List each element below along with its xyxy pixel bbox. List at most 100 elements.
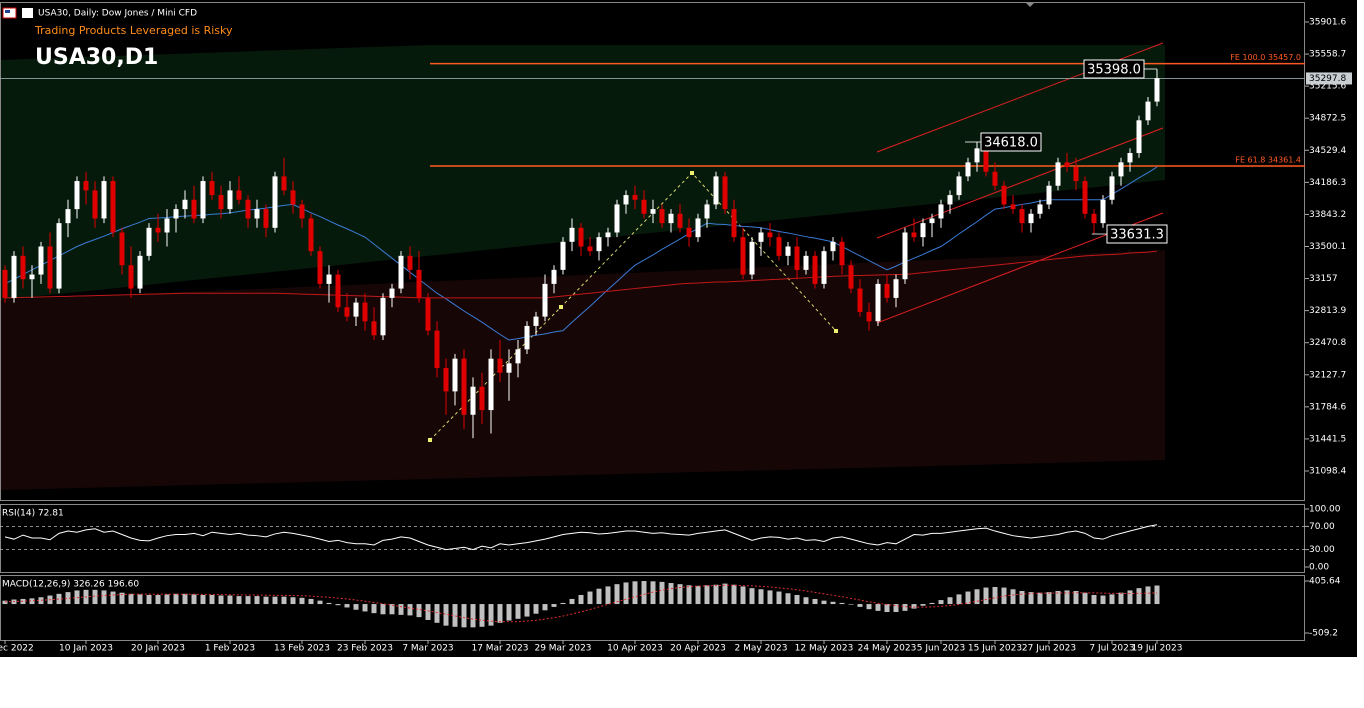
macd-bar xyxy=(857,604,863,607)
x-tick-label: 29 Mar 2023 xyxy=(534,644,591,654)
macd-bar xyxy=(803,597,809,605)
macd-bar xyxy=(713,584,719,605)
macd-bar xyxy=(497,604,503,623)
candle-body xyxy=(740,237,746,275)
candle-body xyxy=(1100,199,1106,224)
macd-bar xyxy=(218,595,224,605)
macd-bar xyxy=(992,587,998,605)
macd-bar xyxy=(830,601,836,605)
candle-body xyxy=(767,232,773,238)
candle-body xyxy=(227,190,233,210)
candle-body xyxy=(938,204,944,219)
candle-body xyxy=(101,181,107,219)
candle-body xyxy=(1001,185,1007,205)
macd-bar xyxy=(398,604,404,615)
macd-bar xyxy=(902,604,908,611)
current-price-label: 35297.8 xyxy=(1309,74,1346,84)
candle-body xyxy=(326,274,332,284)
risk-warning: Trading Products Leveraged is Risky xyxy=(34,24,233,37)
candle-body xyxy=(236,190,242,200)
candle-body xyxy=(497,358,503,373)
macd-bar xyxy=(686,585,692,605)
candle-body xyxy=(632,195,638,200)
macd-bar xyxy=(632,581,638,605)
x-tick-label: 20 Apr 2023 xyxy=(670,644,726,654)
candle-body xyxy=(92,190,98,219)
macd-bar xyxy=(911,604,917,609)
candle-body xyxy=(731,209,737,238)
candle-body xyxy=(596,237,602,252)
candle-body xyxy=(1055,162,1061,186)
macd-bar xyxy=(92,589,98,605)
candle-body xyxy=(434,330,440,369)
macd-bar xyxy=(893,604,899,613)
rsi-frame xyxy=(0,504,1305,573)
macd-bar xyxy=(974,589,980,605)
fibo-zigzag xyxy=(429,172,837,441)
candle-body xyxy=(263,209,269,228)
chart-title: USA30,D1 xyxy=(35,45,158,70)
macd-bar xyxy=(659,581,665,605)
rsi-title: RSI(14) 72.81 xyxy=(2,509,64,519)
macd-bar xyxy=(110,591,116,605)
macd-bar xyxy=(785,593,791,605)
macd-bar xyxy=(1118,592,1124,605)
symbol-info: USA30, Daily: Dow Jones / Mini CFD xyxy=(38,9,197,19)
y-tick-label: 33157 xyxy=(1309,274,1338,284)
candle-body xyxy=(1037,204,1043,214)
x-tick-label: 20 Jan 2023 xyxy=(131,644,185,654)
shift-marker xyxy=(1025,2,1035,7)
y-tick-label: 35215.6 xyxy=(1309,82,1346,92)
macd-bar xyxy=(335,604,341,606)
annotation-box xyxy=(1106,224,1168,244)
y-tick-label: 31098.4 xyxy=(1309,466,1346,476)
candle-body xyxy=(641,199,647,214)
fibo-level-label: FE 61.8 34361.4 xyxy=(1235,155,1301,164)
y-tick-label: 34872.5 xyxy=(1309,114,1346,124)
candle-body xyxy=(506,363,512,373)
macd-bar xyxy=(875,604,881,611)
candle-body xyxy=(614,204,620,233)
macd-bar xyxy=(614,584,620,605)
candle-body xyxy=(200,181,206,219)
candle-body xyxy=(1145,101,1151,121)
candle-body xyxy=(2,269,8,298)
macd-bar xyxy=(281,596,287,605)
candle-body xyxy=(371,321,377,336)
annotation-label: 34618.0 xyxy=(984,136,1038,151)
macd-bar xyxy=(1109,594,1115,605)
macd-bar xyxy=(650,581,656,605)
candle-body xyxy=(245,199,251,219)
x-tick-label: 2 May 2023 xyxy=(735,644,788,654)
macd-bar xyxy=(56,593,62,605)
y-tick-label: 100.00 xyxy=(1309,505,1341,515)
macd-bar xyxy=(542,604,548,611)
macd-bar xyxy=(434,604,440,623)
macd-bar xyxy=(290,597,296,605)
macd-frame xyxy=(0,575,1305,641)
candle-body xyxy=(893,279,899,298)
candle-body xyxy=(992,171,998,186)
candle-body xyxy=(821,251,827,284)
macd-bar xyxy=(641,581,647,605)
macd-bar xyxy=(2,600,8,605)
macd-bar xyxy=(416,604,422,618)
candle-body xyxy=(920,223,926,238)
macd-bar xyxy=(866,604,872,610)
candle-body xyxy=(929,218,935,224)
candle-body xyxy=(110,181,116,233)
x-tick-label: 19 Jul 2023 xyxy=(1132,644,1183,654)
candle-body xyxy=(515,349,521,364)
macd-bar xyxy=(533,604,539,614)
moving-average xyxy=(4,166,1158,341)
candle-body xyxy=(1109,176,1115,200)
candle-body xyxy=(407,255,413,270)
candle-body xyxy=(380,297,386,336)
macd-bar xyxy=(308,598,314,605)
macd-bar xyxy=(245,596,251,605)
candle-body xyxy=(875,283,881,322)
candle-body xyxy=(956,176,962,196)
candle-body xyxy=(164,218,170,233)
macd-bar xyxy=(767,590,773,605)
candle-body xyxy=(29,274,35,280)
